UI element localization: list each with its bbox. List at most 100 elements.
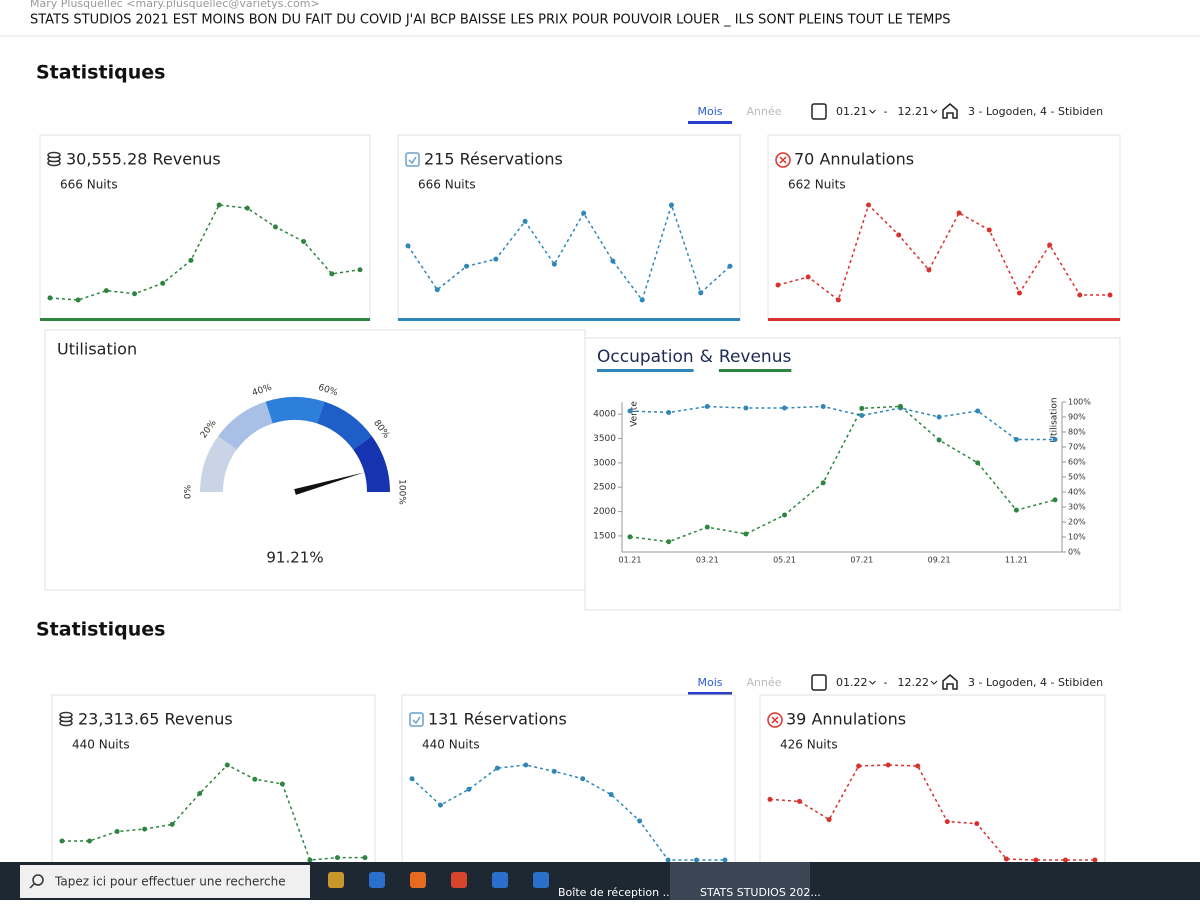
line-point <box>975 460 981 466</box>
tab[interactable]: Année <box>746 676 781 689</box>
sparkline-point <box>466 786 472 792</box>
line-point <box>820 404 826 409</box>
sparkline-point <box>856 763 862 769</box>
date-separator: - <box>884 676 888 689</box>
sparkline-point <box>103 288 109 294</box>
line-point <box>1013 437 1019 442</box>
sparkline-point <box>896 232 902 238</box>
icon <box>405 152 420 167</box>
taskbar-item-bg[interactable] <box>670 862 810 900</box>
sparkline-point <box>47 295 53 301</box>
date-to[interactable]: 12.22 <box>897 676 929 689</box>
x-tick-label: 05.21 <box>773 556 796 565</box>
taskbar-icon[interactable] <box>492 872 508 888</box>
search-box[interactable] <box>20 865 310 898</box>
sparkline-point <box>1107 292 1113 298</box>
sparkline-point <box>1033 857 1039 863</box>
cancel-icon <box>767 712 783 728</box>
sparkline-point <box>1077 292 1083 298</box>
gauge-value: 91.21% <box>266 549 323 567</box>
search-placeholder[interactable]: Tapez ici pour effectuer une recherche <box>54 875 286 889</box>
sparkline-point <box>523 762 529 768</box>
sparkline-point <box>767 796 773 802</box>
x-tick-label: 09.21 <box>928 556 951 565</box>
icon <box>59 711 73 727</box>
gauge-tick-label: 0% <box>184 484 194 499</box>
section-title: Statistiques <box>36 62 165 84</box>
y2-tick-label: 50% <box>1068 473 1086 482</box>
line-point <box>782 405 788 411</box>
sparkline-point <box>608 792 614 798</box>
card-title: 39 Annulations <box>786 710 906 729</box>
sparkline-point <box>826 817 832 823</box>
sparkline-point <box>805 274 811 280</box>
card-bottom-line <box>398 318 740 321</box>
icon <box>409 712 424 727</box>
sparkline-point <box>142 826 148 832</box>
sparkline-point <box>334 855 340 861</box>
y-tick-label: 2000 <box>593 507 616 517</box>
taskbar-icon[interactable] <box>369 872 385 888</box>
card-bottom-line <box>768 318 1120 321</box>
sparkline-point <box>637 818 643 824</box>
line-point <box>820 480 826 486</box>
card-subtitle: 662 Nuits <box>788 178 846 192</box>
taskbar-item[interactable]: Boîte de réception ... <box>558 886 673 899</box>
tab-active[interactable]: Mois <box>697 105 722 118</box>
icon <box>775 152 791 168</box>
line-point <box>859 405 865 411</box>
sparkline-point <box>722 857 728 863</box>
sparkline-point <box>494 765 500 771</box>
check <box>412 716 421 725</box>
gauge-tick-label: 100% <box>397 479 407 505</box>
line-point <box>704 524 710 530</box>
calendar-icon <box>409 712 424 727</box>
line-point <box>666 539 672 545</box>
taskbar-icon[interactable] <box>410 872 426 888</box>
tab-active[interactable]: Mois <box>697 676 722 689</box>
sparkline-point <box>1047 242 1053 248</box>
sparkline-point <box>279 781 285 787</box>
sparkline-point <box>114 829 120 834</box>
sparkline-point <box>956 210 962 216</box>
tab[interactable]: Année <box>746 105 781 118</box>
x-tick-label: 03.21 <box>696 556 719 565</box>
y2-tick-label: 30% <box>1068 503 1086 512</box>
icon <box>47 151 61 167</box>
taskbar-icon[interactable] <box>451 872 467 888</box>
gauge-band <box>200 436 237 492</box>
line-point <box>743 405 749 411</box>
sparkline <box>407 202 731 302</box>
x-tick-label: 07.21 <box>850 556 873 565</box>
check <box>408 156 417 165</box>
sparkline <box>769 764 1095 861</box>
email-subject: STATS STUDIOS 2021 EST MOINS BON DU FAIT… <box>30 13 951 28</box>
properties[interactable]: 3 - Logoden, 4 - Stibiden <box>968 676 1103 689</box>
sparkline-point <box>272 224 278 230</box>
gauge-band <box>353 436 390 492</box>
date-from[interactable]: 01.21 <box>836 105 868 118</box>
taskbar-item[interactable]: STATS STUDIOS 202... <box>700 886 821 899</box>
card <box>51 694 376 896</box>
sparkline-point <box>409 776 415 782</box>
section-title: Statistiques <box>36 619 165 641</box>
cross <box>779 156 787 164</box>
date-from[interactable]: 01.22 <box>836 676 868 689</box>
search-icon <box>32 874 44 886</box>
date-to[interactable]: 12.21 <box>897 105 929 118</box>
gauge-needle <box>294 472 365 495</box>
sparkline-point <box>866 202 872 208</box>
sparkline-point <box>926 267 932 273</box>
sparkline-point <box>252 776 258 782</box>
properties[interactable]: 3 - Logoden, 4 - Stibiden <box>968 105 1103 118</box>
line-point <box>936 437 942 443</box>
line-point <box>1052 437 1058 442</box>
taskbar-icon[interactable] <box>533 872 549 888</box>
x-tick-label: 11.21 <box>1005 556 1028 565</box>
chevron <box>869 680 876 685</box>
sparkline-point <box>1092 857 1098 863</box>
taskbar-icon[interactable] <box>328 872 344 888</box>
card <box>397 134 741 321</box>
sparkline-point <box>197 791 203 796</box>
